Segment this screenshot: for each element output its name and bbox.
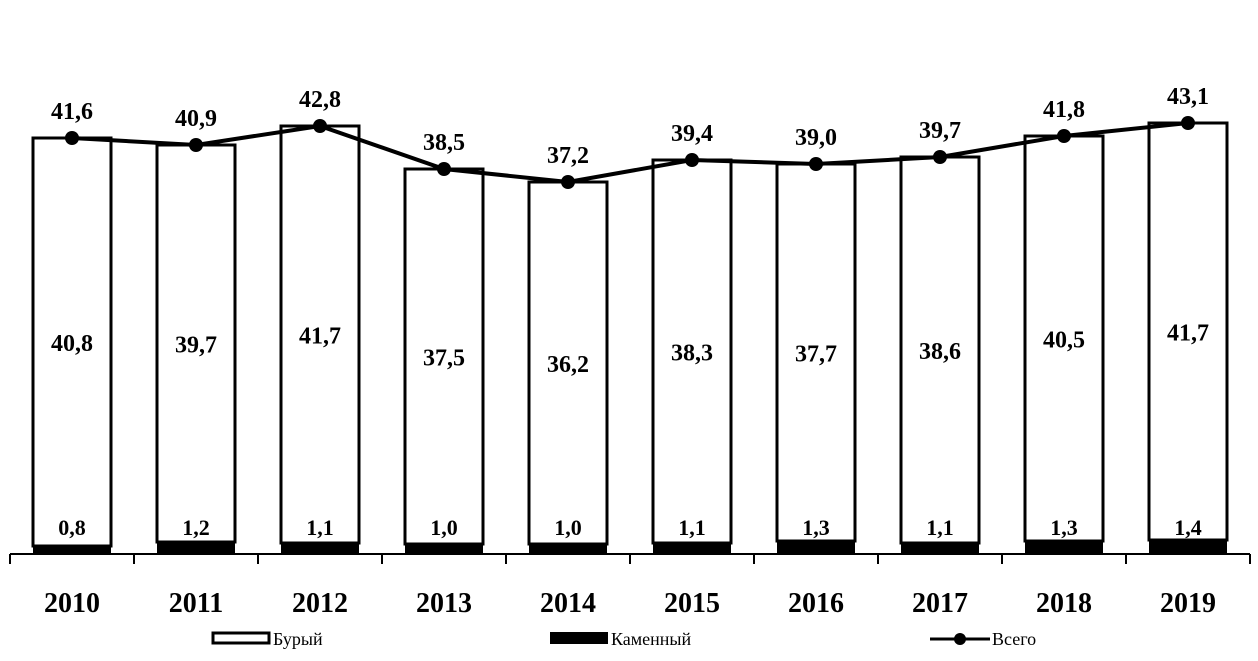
x-tick-label-2011: 2011: [169, 588, 223, 619]
bar-hard-2016: [777, 541, 855, 554]
legend-marker-total: [954, 633, 966, 645]
label-total-2016: 39,0: [795, 125, 837, 151]
label-brown-2014: 36,2: [547, 352, 589, 378]
total-point-2012: [313, 119, 327, 133]
total-point-2019: [1181, 116, 1195, 130]
label-hard-2010: 0,8: [58, 515, 86, 540]
x-tick-label-2010: 2010: [44, 588, 100, 619]
x-axis-ticks: [9, 554, 1251, 564]
total-line-layer: [65, 116, 1195, 189]
legend-label-brown: Бурый: [273, 629, 323, 649]
bar-brown-2013: [403, 167, 485, 546]
bar-brown-2012: [279, 124, 361, 545]
legend-item-hard: Каменный: [550, 629, 691, 649]
label-total-2013: 38,5: [423, 130, 465, 156]
bar-hard-2011: [157, 542, 235, 554]
label-hard-2013: 1,0: [430, 515, 458, 540]
bar-hard-2014: [529, 544, 607, 554]
label-total-2010: 41,6: [51, 99, 93, 125]
total-point-2014: [561, 175, 575, 189]
bar-hard-2018: [1025, 541, 1103, 554]
legend: Бурый Каменный Всего: [211, 629, 1036, 649]
label-total-2015: 39,4: [671, 121, 713, 147]
label-hard-2017: 1,1: [926, 515, 954, 540]
x-tick-label-2013: 2013: [416, 588, 472, 619]
label-brown-2016: 37,7: [795, 342, 837, 368]
label-brown-2012: 41,7: [299, 324, 341, 350]
label-total-2014: 37,2: [547, 143, 589, 169]
bar-brown-2017: [899, 155, 981, 545]
x-tick-label-2019: 2019: [1160, 588, 1216, 619]
label-brown-2013: 37,5: [423, 346, 465, 372]
total-line: [71, 121, 1189, 185]
x-tick-label-2015: 2015: [664, 588, 720, 619]
legend-item-total: Всего: [930, 629, 1036, 649]
total-point-2011: [189, 138, 203, 152]
x-tick-label-2018: 2018: [1036, 588, 1092, 619]
label-hard-2015: 1,1: [678, 515, 706, 540]
bar-brown-2011: [155, 143, 237, 544]
label-hard-2016: 1,3: [802, 515, 830, 540]
total-point-2010: [65, 131, 79, 145]
label-total-2017: 39,7: [919, 118, 961, 144]
label-brown-2017: 38,6: [919, 339, 961, 365]
label-hard-2018: 1,3: [1050, 515, 1078, 540]
legend-item-brown: Бурый: [211, 629, 323, 649]
bar-hard-2015: [653, 543, 731, 554]
bar-brown-2019: [1147, 121, 1229, 542]
label-brown-2015: 38,3: [671, 341, 713, 367]
label-hard-2014: 1,0: [554, 515, 582, 540]
label-total-2018: 41,8: [1043, 97, 1085, 123]
total-point-2017: [933, 150, 947, 164]
total-point-2015: [685, 153, 699, 167]
legend-swatch-hard: [550, 632, 608, 644]
total-point-2016: [809, 157, 823, 171]
label-total-2011: 40,9: [175, 106, 217, 132]
legend-label-hard: Каменный: [611, 629, 691, 649]
bar-hard-2017: [901, 543, 979, 554]
total-point-2018: [1057, 129, 1071, 143]
total-point-2013: [437, 162, 451, 176]
x-tick-labels: 2010 2011 2012 2013 2014 2015 2016 2017 2018 2019: [44, 588, 1216, 619]
legend-swatch-brown: [211, 631, 271, 645]
label-hard-2019: 1,4: [1174, 515, 1202, 540]
label-total-2019: 43,1: [1167, 84, 1209, 110]
bar-brown-2014: [527, 180, 609, 546]
bars-layer: [31, 121, 1229, 554]
bar-brown-2018: [1023, 134, 1105, 543]
bar-hard-2013: [405, 544, 483, 554]
bar-hard-2019: [1149, 540, 1227, 554]
label-total-2012: 42,8: [299, 87, 341, 113]
x-tick-label-2016: 2016: [788, 588, 844, 619]
x-tick-label-2012: 2012: [292, 588, 348, 619]
label-brown-2018: 40,5: [1043, 328, 1085, 354]
x-tick-label-2017: 2017: [912, 588, 968, 619]
label-brown-2010: 40,8: [51, 331, 93, 357]
x-tick-label-2014: 2014: [540, 588, 596, 619]
label-brown-2011: 39,7: [175, 333, 217, 359]
value-labels-layer: 40,8 0,8 39,7 1,2 41,7 1,1 37,5 1,0 36,2 1,0 38,3 1…: [51, 84, 1209, 540]
legend-label-total: Всего: [992, 629, 1036, 649]
bar-brown-2010: [31, 136, 113, 548]
label-hard-2011: 1,2: [182, 515, 210, 540]
label-brown-2019: 41,7: [1167, 321, 1209, 347]
label-hard-2012: 1,1: [306, 515, 334, 540]
bar-hard-2012: [281, 543, 359, 554]
bar-hard-2010: [33, 546, 111, 554]
